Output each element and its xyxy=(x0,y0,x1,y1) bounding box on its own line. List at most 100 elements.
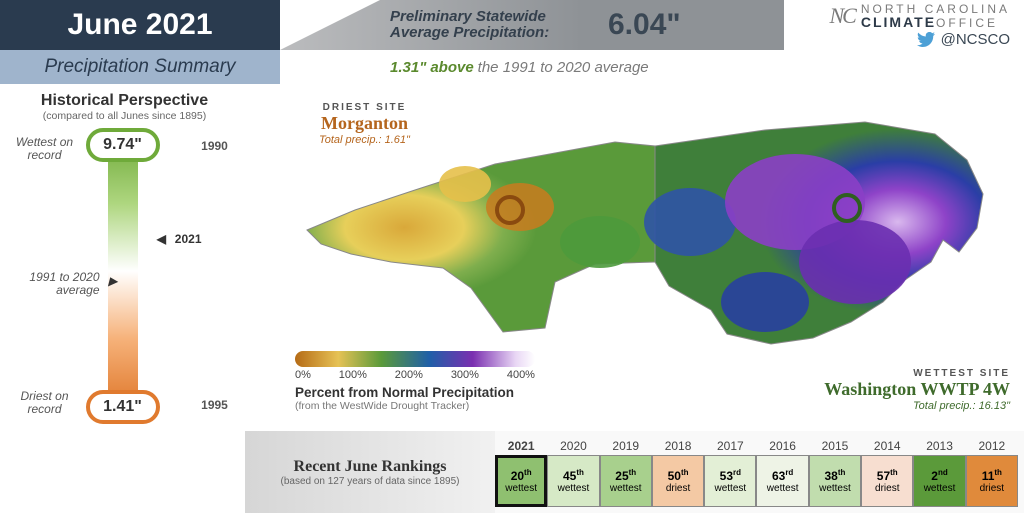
blotch-icon xyxy=(799,220,911,304)
rank-year: 2021 xyxy=(495,435,547,455)
rank-ordinal: 2nd xyxy=(931,468,947,483)
rankings-subtitle: (based on 127 years of data since 1895) xyxy=(280,476,459,487)
map-legend: 0% 100% 200% 300% 400% Percent from Norm… xyxy=(295,351,555,412)
twitter-icon xyxy=(917,32,935,47)
header-row: June 2021 Preliminary Statewide Average … xyxy=(0,0,1024,50)
rank-cell: 20thwettest xyxy=(495,455,547,507)
rank-ordinal: 50th xyxy=(668,468,689,483)
rankings-header: Recent June Rankings (based on 127 years… xyxy=(245,431,495,513)
logo-bottom-row: CLIMATEOFFICE xyxy=(861,15,1010,29)
rank-year: 2014 xyxy=(861,435,913,455)
driest-pill: 1.41" xyxy=(86,390,160,424)
map-area: DRIEST SITE Morganton Total precip.: 1.6… xyxy=(275,102,1010,412)
blotch-icon xyxy=(721,272,809,332)
rank-cell: 45thwettest xyxy=(547,455,599,507)
rank-kind: driest xyxy=(875,483,899,494)
wettest-total: Total precip.: 16.13" xyxy=(824,400,1010,412)
rank-year: 2017 xyxy=(704,435,756,455)
rank-kind: wettest xyxy=(924,483,956,494)
rank-kind: wettest xyxy=(767,483,799,494)
legend-ticks: 0% 100% 200% 300% 400% xyxy=(295,369,535,381)
legend-sub: (from the WestWide Drought Tracker) xyxy=(295,400,555,412)
wettest-year: 1990 xyxy=(190,140,240,153)
rank-ordinal: 25th xyxy=(615,468,636,483)
content-area: DRIEST SITE Morganton Total precip.: 1.6… xyxy=(245,84,1024,513)
anomaly-value: 1.31" xyxy=(390,59,426,76)
driest-year: 1995 xyxy=(190,399,240,412)
legend-tick: 300% xyxy=(451,369,479,381)
rank-year: 2015 xyxy=(809,435,861,455)
rank-kind: driest xyxy=(980,483,1004,494)
legend-tick: 0% xyxy=(295,369,311,381)
rank-cell: 2ndwettest xyxy=(913,455,965,507)
rank-kind: driest xyxy=(666,483,690,494)
climate-office-logo: NC NORTH CAROLINA CLIMATEOFFICE xyxy=(830,3,1011,29)
rankings-strip: Recent June Rankings (based on 127 years… xyxy=(245,431,1024,513)
rank-kind: wettest xyxy=(558,483,590,494)
driest-label: Driest on record xyxy=(10,390,80,416)
rank-ordinal: 38th xyxy=(824,468,845,483)
rankings-title: Recent June Rankings xyxy=(294,458,447,476)
prelim-label: Preliminary Statewide Average Precipitat… xyxy=(390,9,590,41)
rank-year: 2013 xyxy=(913,435,965,455)
nc-map xyxy=(295,112,995,372)
blotch-icon xyxy=(439,166,491,202)
twitter-handle: @NCSCO xyxy=(941,31,1010,48)
wettest-label: Wettest on record xyxy=(10,136,80,162)
wettest-site-callout: WETTEST SITE Washington WWTP 4W Total pr… xyxy=(824,368,1010,412)
rank-year: 2016 xyxy=(756,435,808,455)
rank-year: 2020 xyxy=(547,435,599,455)
main-area: Historical Perspective (compared to all … xyxy=(0,84,1024,513)
header-right: NC NORTH CAROLINA CLIMATEOFFICE @NCSCO xyxy=(784,0,1024,50)
legend-title: Percent from Normal Precipitation xyxy=(295,385,555,400)
rank-cell: 53rdwettest xyxy=(704,455,756,507)
avg-marker: 1991 to 2020 average xyxy=(10,271,100,296)
subheader-spacer xyxy=(784,50,1024,84)
anomaly-dir: above xyxy=(430,59,473,76)
legend-tick: 400% xyxy=(507,369,535,381)
rank-cell: 25thwettest xyxy=(600,455,652,507)
historical-bar: 9.74" 1.41" Wettest on record 1990 Dries… xyxy=(10,126,240,426)
rank-year: 2012 xyxy=(966,435,1018,455)
legend-tick: 200% xyxy=(395,369,423,381)
wettest-pill: 9.74" xyxy=(86,128,160,162)
rank-ordinal: 20th xyxy=(511,468,532,483)
prelim-l2: Average Precipitation: xyxy=(390,25,590,41)
twitter-row: @NCSCO xyxy=(917,31,1010,48)
logo-nc-icon: NC xyxy=(830,3,855,29)
rank-kind: wettest xyxy=(505,483,537,494)
historical-subtitle: (compared to all Junes since 1895) xyxy=(43,110,206,122)
blotch-icon xyxy=(560,216,640,268)
rank-year: 2019 xyxy=(600,435,652,455)
blotch-icon xyxy=(644,188,736,256)
rank-kind: wettest xyxy=(610,483,642,494)
subtitle: Precipitation Summary xyxy=(0,50,280,84)
anomaly-baseline: the 1991 to 2020 average xyxy=(478,59,649,76)
rank-ordinal: 53rd xyxy=(720,468,741,483)
rank-kind: wettest xyxy=(714,483,746,494)
prelim-box: Preliminary Statewide Average Precipitat… xyxy=(280,0,784,50)
legend-bar xyxy=(295,351,535,367)
historical-sidebar: Historical Perspective (compared to all … xyxy=(0,84,245,513)
rank-cell: 11thdriest xyxy=(966,455,1018,507)
rankings-grid: 2021202020192018201720162015201420132012… xyxy=(495,431,1024,513)
rank-ordinal: 45th xyxy=(563,468,584,483)
wettest-name: Washington WWTP 4W xyxy=(824,379,1010,400)
prelim-l1: Preliminary Statewide xyxy=(390,9,590,25)
rank-kind: wettest xyxy=(819,483,851,494)
rank-cell: 63rdwettest xyxy=(756,455,808,507)
wettest-kind: WETTEST SITE xyxy=(824,368,1010,379)
rank-ordinal: 11th xyxy=(982,468,1002,483)
historical-title: Historical Perspective xyxy=(41,92,208,110)
rank-cell: 38thwettest xyxy=(809,455,861,507)
subheader-row: Precipitation Summary 1.31" above the 19… xyxy=(0,50,1024,84)
page-title: June 2021 xyxy=(0,0,280,50)
rank-year: 2018 xyxy=(652,435,704,455)
color-bar xyxy=(108,136,138,406)
anomaly-text: 1.31" above the 1991 to 2020 average xyxy=(280,50,784,84)
rank-ordinal: 57th xyxy=(877,468,898,483)
rank-ordinal: 63rd xyxy=(772,468,793,483)
rank-cell: 57thdriest xyxy=(861,455,913,507)
prelim-value: 6.04" xyxy=(608,8,681,42)
legend-tick: 100% xyxy=(339,369,367,381)
